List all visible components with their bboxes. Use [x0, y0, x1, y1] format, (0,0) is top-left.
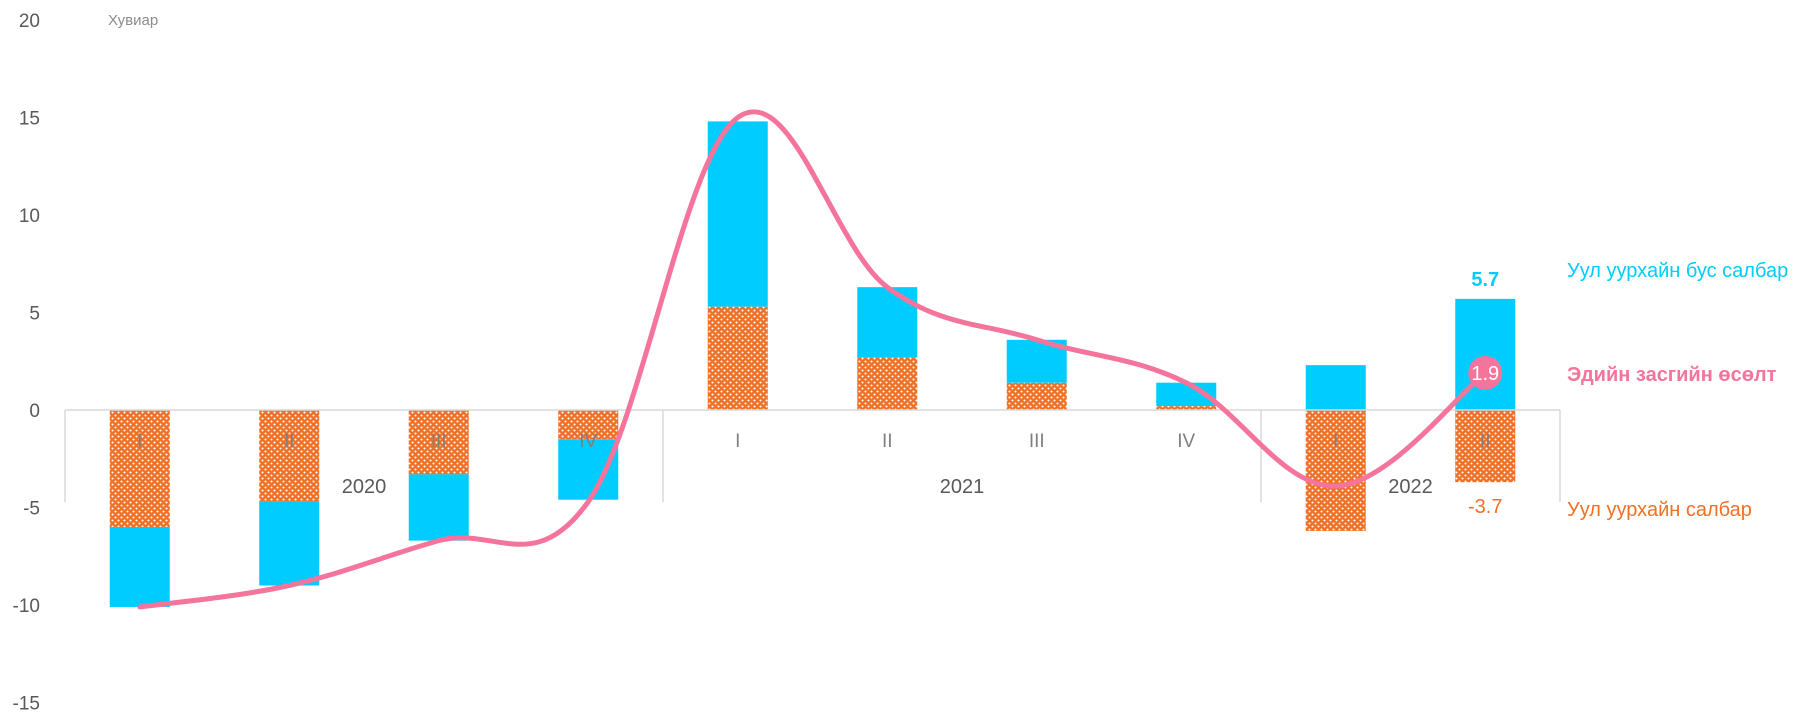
x-group-label: 2022 — [1388, 476, 1433, 498]
y-tick-label: -15 — [13, 694, 40, 712]
y-tick-label: -10 — [13, 596, 40, 617]
bar-mining — [1455, 410, 1516, 483]
bar-mining — [259, 410, 320, 502]
x-category-label: II — [882, 431, 893, 452]
x-category-label: III — [1029, 431, 1045, 452]
y-tick-label: 0 — [29, 401, 40, 422]
legend: Уул уурхайн бус салбар Эдийн засгийн өсөл… — [1567, 260, 1788, 521]
bar-mining — [558, 410, 619, 440]
y-tick-label: -5 — [23, 499, 40, 520]
bar-mining — [1156, 406, 1217, 410]
x-category-label: I — [735, 431, 740, 452]
bar-non-mining — [408, 474, 469, 541]
bar-non-mining — [707, 121, 768, 307]
y-tick-label: 20 — [19, 11, 40, 32]
legend-item: Уул уурхайн бус салбар — [1567, 260, 1788, 282]
x-category-label: II — [1480, 431, 1491, 452]
legend-item: Уул уурхайн салбар — [1567, 499, 1752, 521]
x-category-label: IV — [1177, 431, 1195, 452]
growth-line — [137, 109, 1488, 610]
bar-non-mining — [857, 287, 918, 358]
x-category-label: I — [1333, 431, 1338, 452]
bar-non-mining — [1305, 365, 1366, 410]
y-axis: -15 -10 -5 0 5 10 15 20 — [13, 11, 40, 712]
bar-non-mining — [259, 501, 320, 586]
growth-value-label: 1.9 — [1471, 363, 1499, 385]
data-labels: 5.7 1.9 -3.7 — [1468, 269, 1502, 518]
legend-item: Эдийн засгийн өсөлт — [1567, 364, 1777, 386]
unit-label: Хувиар — [108, 12, 158, 29]
mining-value-label: -3.7 — [1468, 496, 1502, 518]
growth-line-path — [137, 109, 1488, 610]
x-category-label: IV — [579, 431, 597, 452]
growth-value-badge — [1468, 355, 1503, 390]
y-tick-label: 5 — [29, 304, 40, 325]
y-tick-label: 10 — [19, 206, 40, 227]
bar-mining — [857, 357, 918, 410]
bar-mining — [109, 410, 170, 527]
x-group-label: 2020 — [342, 476, 387, 498]
x-category-label: II — [284, 431, 295, 452]
non-mining-value-label: 5.7 — [1471, 269, 1499, 291]
bar-mining — [1006, 382, 1067, 410]
y-tick-label: 15 — [19, 109, 40, 130]
x-group-label: 2021 — [940, 476, 985, 498]
bars — [109, 121, 1516, 607]
x-category-label: III — [431, 431, 447, 452]
bar-mining — [1305, 410, 1366, 531]
bar-non-mining — [109, 527, 170, 607]
bar-mining — [408, 410, 469, 475]
bar-mining — [707, 306, 768, 410]
x-category-label: I — [137, 431, 142, 452]
